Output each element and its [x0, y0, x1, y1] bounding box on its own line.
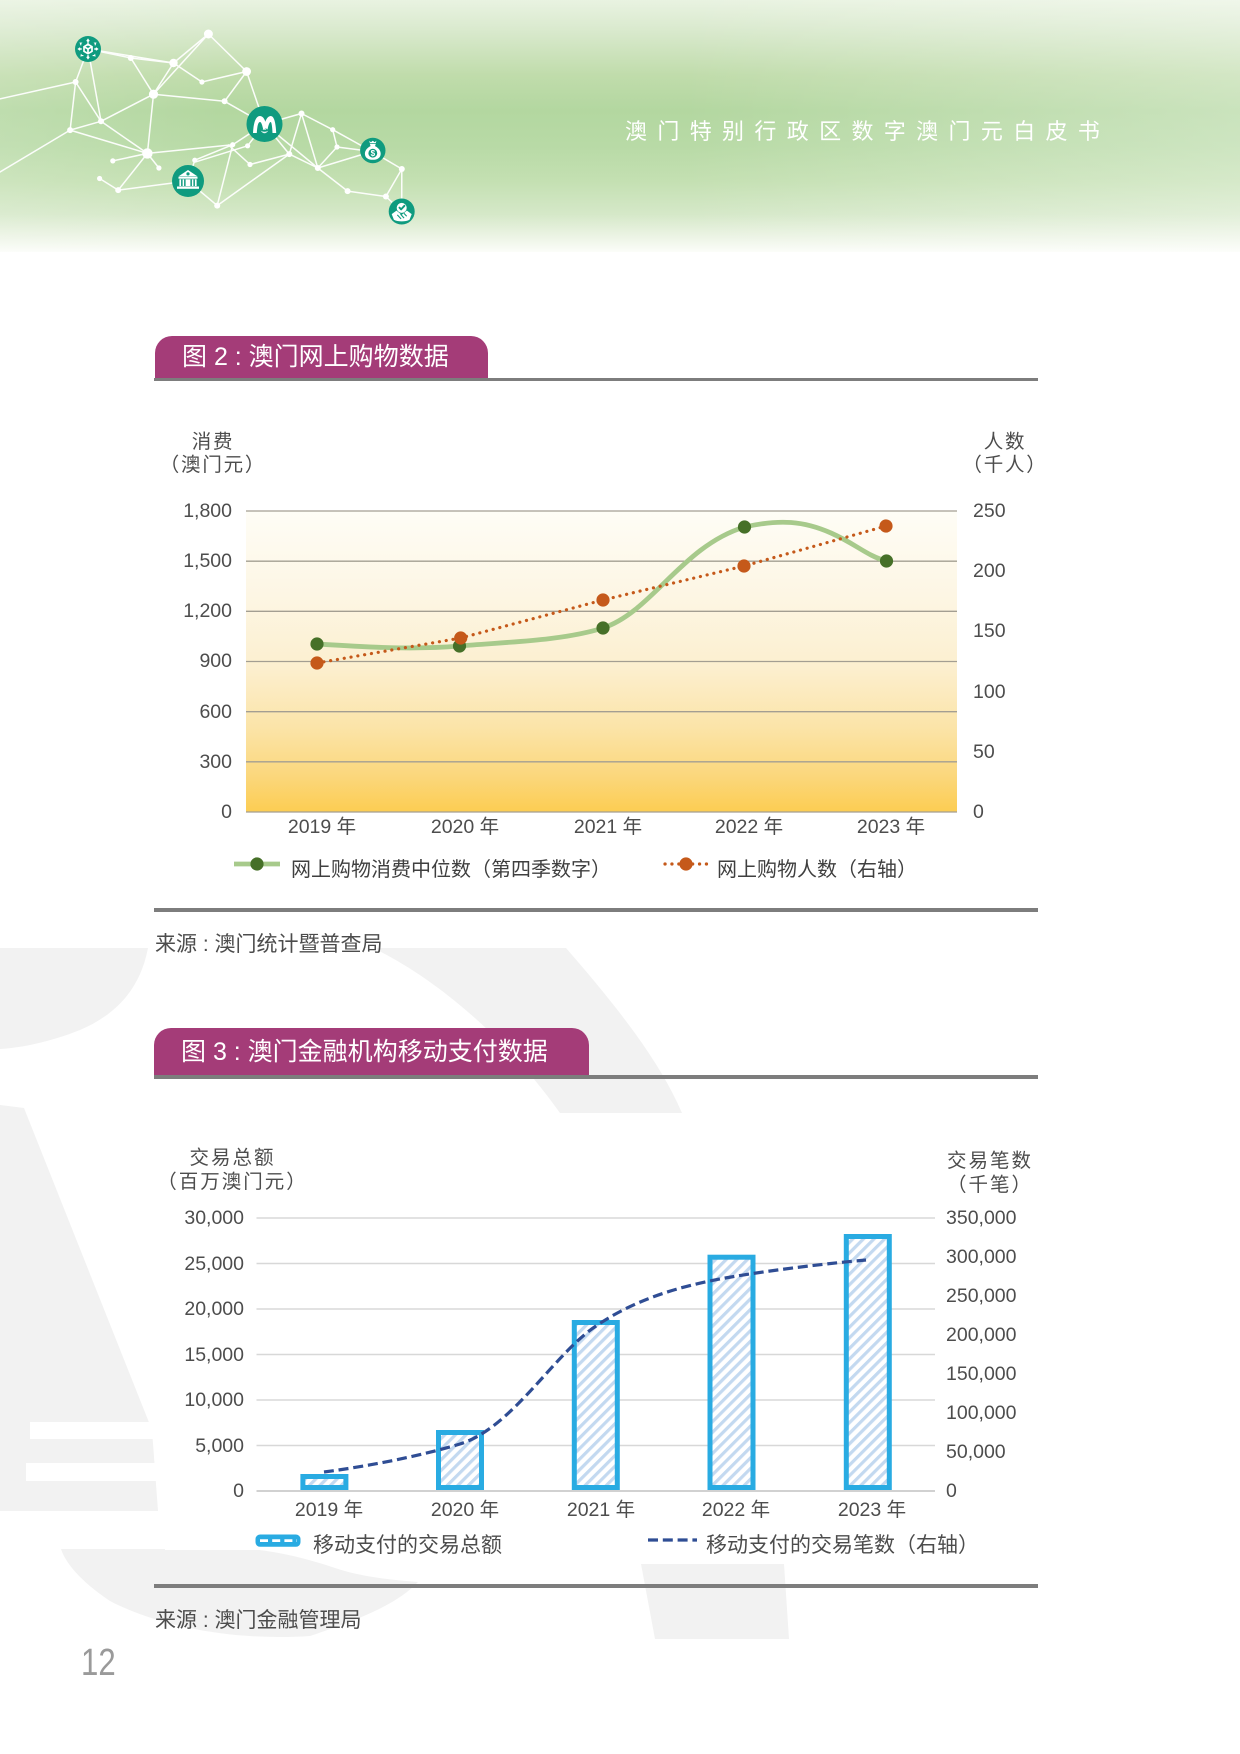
svg-text:$: $: [371, 149, 376, 158]
